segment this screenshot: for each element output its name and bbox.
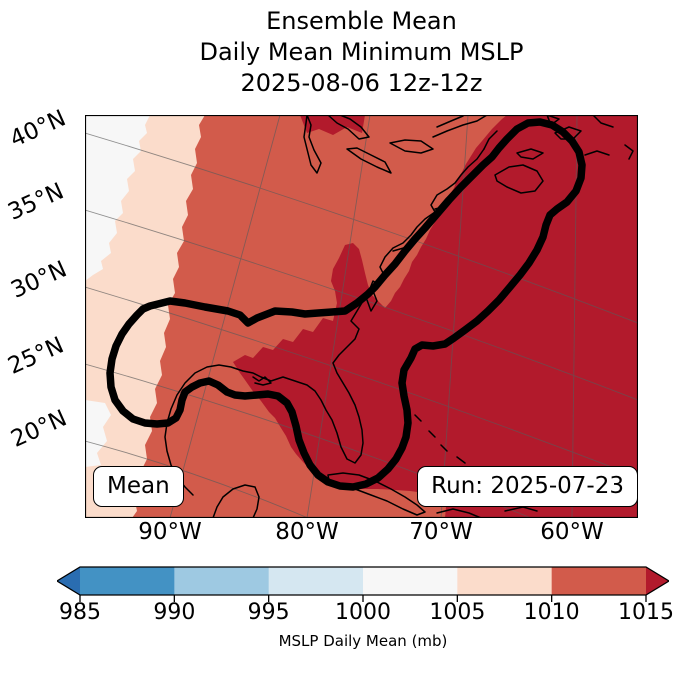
lon-tick-label: 70°W: [409, 519, 473, 545]
coastline-maritimes: [483, 115, 634, 194]
coastline-great-lakes: [303, 115, 488, 174]
gridline-meridian-90w: [169, 115, 281, 518]
coastline-gulf-caribbean: [212, 414, 538, 518]
mean-annotation-box: Mean: [93, 466, 184, 507]
region-white-corner: [85, 115, 150, 281]
colorbar-tick-label: 995: [247, 600, 290, 625]
colorbar-segment: [457, 567, 553, 595]
colorbar-tick-label: 1000: [335, 600, 391, 625]
colorbar: 985 990 995 1000 1005 1010 1015 MSLP Daily Mea…: [55, 566, 674, 674]
lat-tick-label: 35°N: [4, 178, 68, 226]
map-canvas: [85, 115, 638, 518]
gridline-parallel-40n: [85, 132, 638, 324]
colorbar-tick-label: 990: [153, 600, 196, 625]
title-line-2: Daily Mean Minimum MSLP: [199, 38, 524, 66]
colorbar-segment: [363, 567, 458, 595]
colorbar-canvas: [55, 566, 671, 602]
gridline-parallel-20n: [85, 440, 309, 518]
figure-title: Ensemble Mean Daily Mean Minimum MSLP 20…: [35, 6, 688, 99]
colorbar-segment: [268, 567, 364, 595]
lon-tick-label: 90°W: [138, 519, 202, 545]
colorbar-extend-left: [57, 567, 80, 595]
run-annotation-box: Run: 2025-07-23: [417, 466, 638, 507]
colorbar-tick-label: 1005: [429, 600, 486, 625]
region-dark-red: [233, 115, 638, 518]
lat-tick-label: 30°N: [7, 256, 71, 304]
lat-tick-label: 20°N: [7, 405, 71, 453]
lon-tick-label: 60°W: [540, 519, 604, 545]
region-dark-red-top-patch: [300, 115, 365, 135]
colorbar-label: MSLP Daily Mean (mb): [278, 632, 448, 650]
colorbar-tick-label: 1010: [523, 600, 580, 625]
weather-map: [85, 115, 638, 518]
run-annotation-label: Run: 2025-07-23: [431, 473, 624, 499]
region-white-patch: [85, 400, 111, 467]
colorbar-segment: [551, 567, 647, 595]
colorbar-segment: [174, 567, 270, 595]
gridline-parallel-30n: [85, 286, 638, 478]
gridline-meridian-80w: [306, 115, 371, 518]
colorbar-extend-right: [646, 567, 669, 595]
lat-tick-label: 25°N: [4, 332, 68, 380]
colorbar-tick-label: 1015: [618, 600, 674, 625]
colorbar-segment: [80, 567, 175, 595]
lat-tick-label: 40°N: [6, 105, 70, 153]
title-line-1: Ensemble Mean: [266, 7, 457, 35]
mean-annotation-label: Mean: [107, 473, 170, 499]
colorbar-tick-label: 985: [59, 600, 101, 625]
contour-outline: [106, 118, 586, 491]
lon-tick-label: 80°W: [275, 519, 339, 545]
map-frame: [85, 115, 638, 518]
title-line-3: 2025-08-06 12z-12z: [240, 69, 483, 97]
